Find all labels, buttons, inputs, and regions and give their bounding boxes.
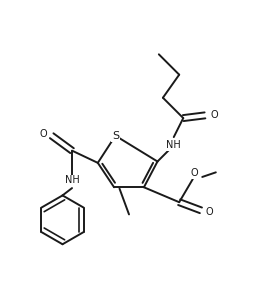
Text: NH: NH — [65, 175, 79, 185]
Text: O: O — [190, 168, 198, 178]
Text: S: S — [112, 131, 119, 141]
Text: NH: NH — [166, 140, 181, 150]
Text: O: O — [40, 130, 47, 139]
Text: O: O — [211, 110, 218, 120]
Text: O: O — [206, 207, 213, 217]
